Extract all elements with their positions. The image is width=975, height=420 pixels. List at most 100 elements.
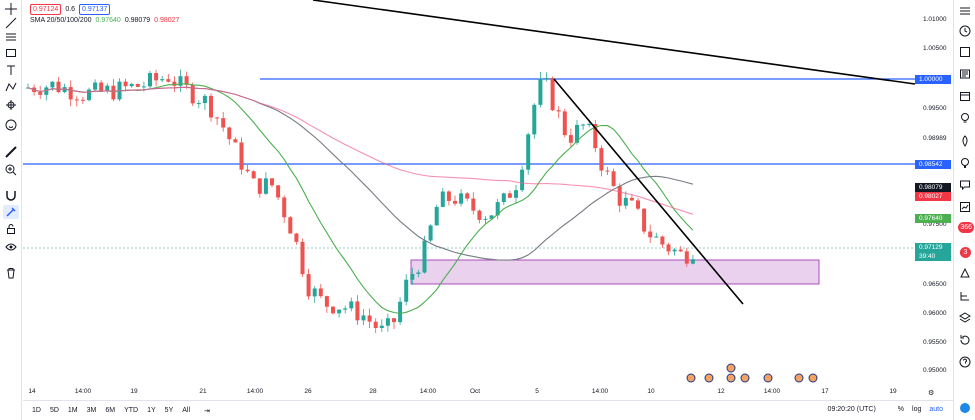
timeframe-all[interactable]: All (182, 407, 191, 414)
magnet-icon[interactable] (3, 188, 19, 202)
candle-body (38, 92, 43, 95)
candle-body (209, 95, 213, 118)
bottom-right-controls: 09:20:20 (UTC) % log auto (828, 406, 943, 413)
auto-scale-toggle[interactable]: auto (929, 406, 943, 413)
timeframe-1d[interactable]: 1D (32, 407, 41, 414)
candle-body (532, 104, 537, 135)
alerts-clock-icon[interactable] (957, 23, 973, 39)
utc-clock[interactable]: 09:20:20 (UTC) (827, 406, 876, 413)
timeframe-5d[interactable]: 5D (49, 407, 59, 414)
chat-icon[interactable] (957, 177, 973, 193)
pine-icon[interactable] (957, 266, 973, 282)
spread-value: 0.6 (65, 6, 76, 13)
candle-body (599, 148, 604, 171)
timeframe-6m[interactable]: 6M (105, 407, 116, 414)
sma100-price-label: 0.98027 (915, 192, 951, 201)
goto-date-icon[interactable]: ⇥ (204, 407, 210, 415)
price-axis[interactable]: 1.01000 1.00500 1.00000 0.99500 0.98989 … (915, 0, 952, 400)
candle-body (514, 190, 518, 198)
calendar-icon[interactable] (957, 88, 973, 104)
watchlist-icon[interactable] (957, 3, 973, 19)
candle-body (154, 73, 159, 81)
candle-body (617, 186, 622, 206)
candle-body (642, 208, 647, 232)
time-tick: 28 (369, 388, 377, 395)
help-icon[interactable] (957, 354, 973, 370)
trend-line-icon[interactable] (3, 16, 19, 30)
zoom-in-icon[interactable] (3, 163, 19, 177)
bottom-toolbar: 1D 5D 1M 3M 6M YTD 1Y 5Y All ⇥ 09:20:20 … (23, 400, 953, 420)
candle-body (392, 318, 396, 323)
pattern-icon[interactable] (3, 80, 19, 94)
bulb-icon[interactable] (957, 155, 973, 171)
ruler-icon[interactable] (3, 145, 19, 159)
candle-body (410, 273, 415, 280)
short-trendline (553, 78, 744, 305)
candle-body (80, 99, 85, 101)
candle-body (123, 81, 128, 87)
text-icon[interactable] (3, 63, 19, 77)
candle-body (636, 200, 640, 209)
time-tick: 10 (647, 388, 655, 395)
percent-toggle[interactable]: % (897, 406, 905, 413)
replay-icon[interactable] (957, 332, 973, 348)
candle-body (239, 142, 244, 170)
horizontal-lines-icon[interactable] (3, 30, 19, 44)
candle-body (355, 301, 360, 321)
economic-event-icon (740, 373, 750, 383)
sma-indicator-label[interactable]: SMA 20/50/100/200 (30, 17, 92, 24)
drawing-mode-icon[interactable] (3, 205, 19, 219)
candle-body (129, 83, 134, 87)
economic-event-icon (726, 373, 736, 383)
time-tick: 21 (199, 388, 207, 395)
candle-body (245, 169, 250, 172)
economic-event-icon (704, 373, 714, 383)
ideas-icon[interactable] (957, 110, 973, 126)
timeframe-1m[interactable]: 1M (67, 407, 78, 414)
candle-body (526, 134, 531, 170)
time-tick: 26 (304, 388, 312, 395)
news-icon[interactable] (957, 66, 973, 82)
candle-body (684, 251, 689, 264)
layers-icon[interactable] (957, 310, 973, 326)
time-tick: 17 (821, 388, 829, 395)
data-window-icon[interactable] (957, 44, 973, 60)
timeframe-ytd[interactable]: YTD (124, 407, 139, 414)
log-toggle[interactable]: log (912, 406, 922, 413)
trash-icon[interactable] (3, 266, 19, 280)
candle-body (459, 193, 464, 204)
sell-price-box[interactable]: 0.97124 (30, 4, 62, 15)
candle-body (373, 321, 378, 328)
crosshair-icon[interactable] (3, 2, 19, 16)
candle-body (337, 309, 342, 314)
object-tree-icon[interactable] (957, 288, 973, 304)
forecast-icon[interactable] (3, 98, 19, 112)
timeframe-3m[interactable]: 3M (86, 407, 97, 414)
rectangle-icon[interactable] (3, 46, 19, 60)
candle-body (141, 86, 146, 88)
timeframe-5y[interactable]: 5Y (164, 407, 174, 414)
lock-icon[interactable] (3, 222, 19, 236)
eye-icon[interactable] (3, 240, 19, 254)
screener-icon[interactable] (957, 199, 973, 215)
notifications-badge[interactable]: 366 (958, 222, 974, 233)
candle-body (477, 210, 482, 220)
candle-body (233, 139, 238, 143)
candle-body (251, 171, 256, 179)
alerts-count-badge[interactable]: 3 (960, 247, 971, 258)
candle-body (294, 233, 299, 242)
buy-price-box[interactable]: 0.97137 (79, 4, 111, 15)
candle-body (331, 306, 335, 314)
timeframe-1y[interactable]: 1Y (147, 407, 156, 414)
time-axis[interactable]: 14 14:00 19 21 14:00 26 28 14:00 Oct 5 1… (23, 384, 915, 400)
candle-body (623, 197, 628, 206)
sma100-line (27, 86, 694, 215)
hotlist-icon[interactable] (957, 133, 973, 149)
candle-body (343, 308, 348, 310)
price-tick: 0.98989 (923, 135, 947, 142)
settings-gear-icon[interactable]: ⚙ (928, 390, 935, 397)
price-chart-canvas[interactable] (23, 0, 915, 400)
candle-body (178, 76, 183, 86)
emoji-icon[interactable] (3, 118, 19, 132)
